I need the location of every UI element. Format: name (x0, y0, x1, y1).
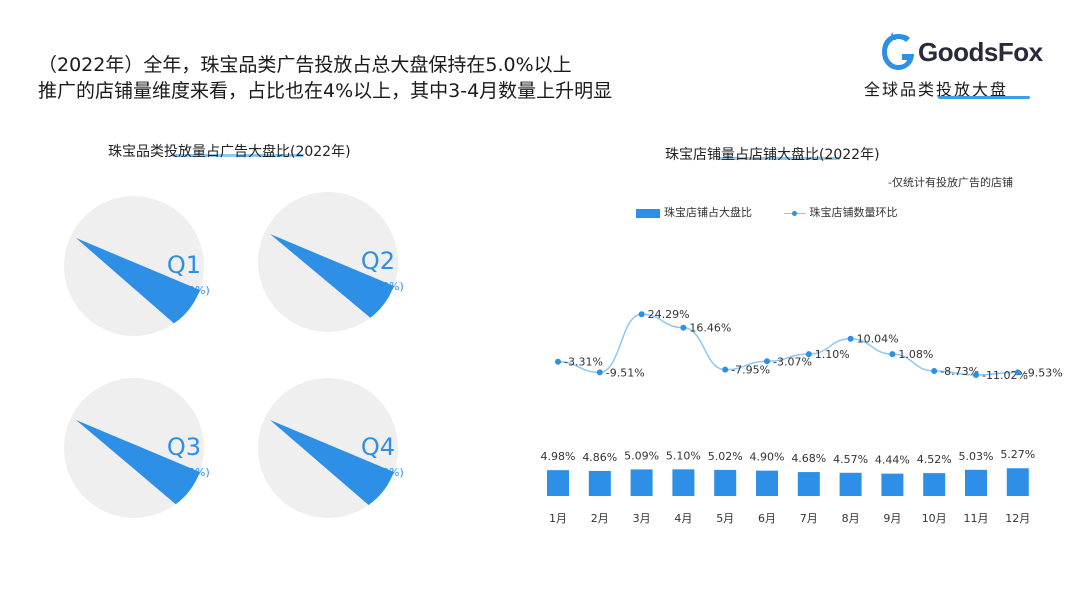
bar (714, 469, 737, 496)
bar-value-label: 4.44% (875, 454, 910, 467)
line-point (596, 369, 603, 376)
bar (1006, 468, 1029, 496)
x-tick-label: 11月 (964, 512, 989, 525)
x-tick-label: 1月 (549, 512, 567, 525)
line-value-label: 10.04% (857, 333, 899, 346)
bar (756, 470, 778, 496)
bar-value-label: 5.09% (624, 449, 659, 462)
right-panel-title: 珠宝店铺量占店铺大盘比(2022年) (665, 147, 880, 163)
pie-value-label: (5.80%) (166, 466, 210, 479)
pie-value-label: (6.10%) (166, 284, 210, 297)
legend-line-swatch (783, 209, 806, 218)
bar (630, 469, 653, 496)
bar (965, 469, 987, 496)
line-value-label: 1.08% (898, 348, 933, 361)
line-value-label: -3.31% (564, 356, 603, 369)
bar-value-label: 5.10% (666, 449, 701, 462)
line-value-label: 16.46% (689, 322, 731, 335)
line-value-label: -9.51% (606, 366, 645, 379)
left-title-underline (172, 154, 304, 157)
brand-name: GoodsFox (918, 37, 1043, 67)
bar (672, 469, 695, 496)
x-tick-label: 6月 (758, 512, 776, 525)
pie-slice (270, 234, 394, 318)
pie-slice (76, 420, 200, 505)
line-point (1014, 369, 1021, 376)
pie-slice (270, 420, 394, 506)
pie-quarter-label: Q2 (361, 247, 395, 275)
bar-value-label: 4.57% (833, 453, 868, 466)
headline-line-1: （2022年）全年，珠宝品类广告投放占总大盘保持在5.0%以上 (38, 54, 572, 76)
legend-bar-swatch (636, 208, 660, 218)
brand-underline (938, 96, 1030, 99)
brand-subtitle: 全球品类投放大盘 (864, 80, 1009, 99)
line-value-label: -9.53% (1024, 366, 1063, 379)
line-point (680, 324, 687, 331)
line-point (638, 311, 645, 318)
bar-value-label: 4.68% (791, 452, 826, 465)
pie-q4: Q4 (6.00%) (258, 378, 404, 518)
bar (547, 470, 569, 496)
pie-quarter-label: Q1 (167, 251, 201, 279)
line-value-label: -11.02% (982, 369, 1028, 382)
goodsfox-logo-icon (882, 32, 914, 70)
pie-value-label: (6.00%) (360, 466, 404, 479)
line-value-label: -7.95% (731, 364, 770, 377)
bar-value-label: 4.52% (917, 453, 952, 466)
line-point (931, 368, 938, 375)
quarter-pie-charts: Q1 (6.10%) Q2 (5.70%) Q3 (5.80%) Q4 (6.00%) (64, 192, 404, 518)
x-tick-label: 7月 (800, 512, 818, 525)
line-value-label: -3.07% (773, 355, 812, 368)
pie-q2: Q2 (5.70%) (258, 192, 404, 332)
line-value-label: -8.73% (940, 365, 979, 378)
x-tick-label: 9月 (883, 512, 901, 525)
x-tick-label: 8月 (842, 512, 860, 525)
line-point (889, 351, 896, 358)
pie-value-label: (5.70%) (360, 280, 404, 293)
monthly-store-combo-chart: 4.98% 1月 4.86% 2月 5.09% 3月 5.10% 4月 5.02% 5月 4.90%… (541, 308, 1063, 525)
x-tick-label: 4月 (674, 512, 692, 525)
line-point (722, 366, 729, 373)
x-tick-label: 12月 (1005, 512, 1030, 525)
bar (797, 472, 820, 496)
line-value-label: 24.29% (648, 308, 690, 321)
pie-slice (76, 238, 200, 324)
brand-block: GoodsFox 全球品类投放大盘 (864, 30, 1043, 104)
x-tick-label: 5月 (716, 512, 734, 525)
bar (839, 472, 862, 496)
x-tick-label: 3月 (633, 512, 651, 525)
right-title-underline (716, 157, 840, 160)
legend-bar-label: 珠宝店铺占大盘比 (664, 206, 752, 219)
headline-line-2: 推广的店铺量维度来看，占比也在4%以上，其中3-4月数量上升明显 (38, 80, 613, 102)
x-tick-label: 2月 (591, 512, 609, 525)
left-panel-title: 珠宝品类投放量占广告大盘比(2022年) (108, 144, 351, 160)
pie-quarter-label: Q4 (361, 433, 395, 461)
line-value-label: 1.10% (815, 348, 850, 361)
bar-value-label: 5.03% (959, 450, 994, 463)
x-tick-label: 10月 (922, 512, 947, 525)
chart-legend: 珠宝店铺占大盘比 珠宝店铺数量环比 (636, 204, 898, 220)
pie-quarter-label: Q3 (167, 433, 201, 461)
line-point (973, 371, 979, 378)
bar-value-label: 5.02% (708, 450, 743, 463)
bar-value-label: 4.98% (541, 450, 576, 463)
legend-line-label: 珠宝店铺数量环比 (809, 206, 898, 219)
line-point (555, 358, 561, 365)
bar (881, 473, 904, 496)
bar-value-label: 4.90% (750, 451, 785, 464)
bar-value-label: 5.27% (1000, 448, 1035, 461)
headline: （2022年）全年，珠宝品类广告投放占总大盘保持在5.0%以上 推广的店铺量维度… (38, 52, 612, 104)
pie-q3: Q3 (5.80%) (64, 378, 210, 518)
bar-value-label: 4.86% (582, 451, 617, 464)
line-point (847, 335, 854, 342)
line-point (764, 358, 770, 365)
pie-q1: Q1 (6.10%) (64, 196, 210, 336)
bar (588, 470, 611, 496)
right-panel-note: -仅统计有投放广告的店铺 (888, 176, 1013, 189)
bar (923, 473, 946, 496)
line-point (805, 351, 812, 358)
